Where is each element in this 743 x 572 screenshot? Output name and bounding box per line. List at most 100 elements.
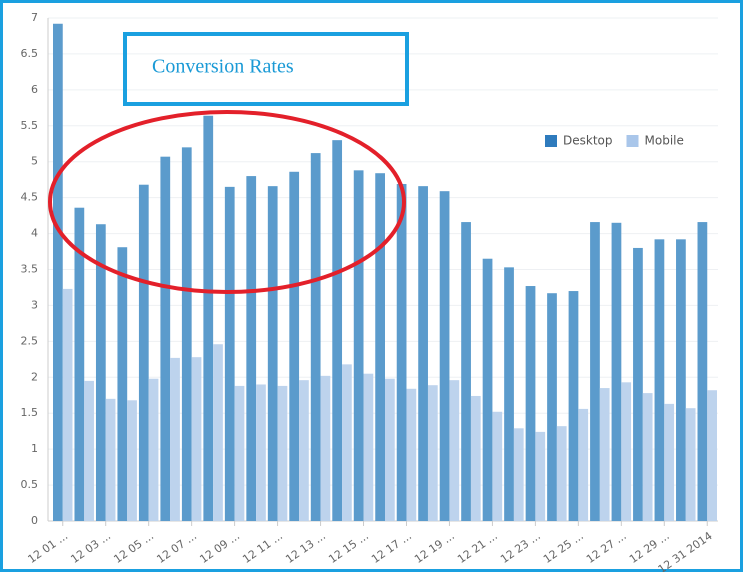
bar: [224, 186, 235, 521]
bar: [633, 247, 643, 521]
bar: [406, 388, 417, 521]
bar: [707, 390, 717, 521]
bar: [611, 222, 622, 522]
bar: [439, 191, 450, 521]
y-tick-label: 2: [31, 370, 38, 383]
bar: [396, 183, 407, 522]
y-tick-label: 7: [31, 11, 38, 24]
y-tick-label: 3: [31, 298, 38, 311]
annotation-box: [123, 32, 409, 106]
bar: [289, 171, 300, 521]
bar: [697, 222, 708, 521]
y-tick-label: 1: [31, 442, 38, 455]
legend-swatch: [545, 135, 557, 147]
x-tick-label: 12 13 ...: [283, 529, 328, 566]
x-tick-label: 12 25 ...: [541, 529, 586, 566]
bar: [74, 207, 85, 521]
bar: [578, 408, 589, 521]
bar: [418, 186, 428, 521]
bar: [342, 364, 352, 521]
x-tick-label: 12 01 ...: [25, 529, 70, 566]
x-tick-label: 12 07 ...: [154, 529, 199, 566]
x-tick-label: 12 05 ...: [111, 529, 156, 566]
annotation: Conversion Rates: [152, 56, 294, 78]
bar: [332, 140, 343, 521]
y-tick-label: 6.5: [21, 47, 39, 60]
bar: [105, 398, 116, 521]
bar: [234, 385, 245, 521]
x-tick-label: 12 11 ...: [240, 529, 285, 566]
bar: [664, 403, 675, 521]
bar: [84, 380, 94, 521]
bar: [621, 382, 632, 521]
x-tick-label: 12 03 ...: [68, 529, 113, 566]
bar: [676, 239, 686, 521]
y-tick-label: 3.5: [21, 263, 39, 276]
bar: [375, 173, 385, 521]
legend-swatch: [626, 135, 639, 147]
x-tick-label: 12 15 ...: [326, 529, 371, 566]
x-tick-label: 12 23 ...: [498, 529, 543, 566]
bar: [117, 247, 128, 521]
legend-text: Desktop: [563, 134, 613, 148]
bar: [138, 184, 149, 522]
bar: [482, 258, 493, 521]
bar: [62, 288, 73, 521]
y-tick-label: 0: [31, 514, 38, 527]
bar: [277, 385, 288, 521]
bar: [53, 23, 63, 522]
bar: [95, 224, 106, 522]
y-tick-label: 4: [31, 227, 38, 240]
legend-text: Mobile: [645, 134, 684, 148]
bar: [642, 393, 653, 521]
bar: [246, 176, 257, 522]
bar: [353, 170, 364, 521]
bar: [590, 222, 600, 521]
y-tick-label: 4.5: [21, 191, 39, 204]
y-tick-label: 2.5: [21, 334, 39, 347]
bar: [181, 147, 192, 522]
bar: [363, 373, 374, 521]
bar: [685, 408, 696, 521]
bar: [267, 186, 278, 521]
bar: [654, 239, 665, 521]
bar: [385, 378, 395, 521]
bar: [470, 395, 481, 521]
y-tick-label: 0.5: [21, 478, 39, 491]
bar: [299, 380, 309, 521]
y-tick-label: 5: [31, 155, 38, 168]
x-tick-label: 12 17 ...: [369, 529, 414, 566]
x-tick-label: 12 19 ...: [412, 529, 457, 566]
bar: [427, 385, 438, 521]
bar: [191, 357, 202, 521]
bar: [599, 388, 610, 521]
bar: [513, 428, 524, 521]
bar: [547, 293, 557, 521]
bar: [127, 400, 137, 521]
bar: [461, 222, 471, 521]
bar: [160, 156, 171, 522]
x-tick-label: 12 21 ...: [455, 529, 500, 566]
x-tick-label: 12 27 ...: [584, 529, 629, 566]
bar: [568, 291, 579, 521]
bar: [213, 344, 223, 521]
bar: [170, 357, 180, 521]
x-tick-label: 12 09 ...: [197, 529, 242, 566]
y-tick-label: 5.5: [21, 119, 39, 132]
highlight-ellipse: [48, 110, 406, 294]
bar: [556, 426, 567, 521]
bar: [504, 267, 514, 521]
bar: [525, 286, 536, 521]
bar: [256, 384, 266, 521]
bar: [320, 375, 331, 521]
bar: [449, 380, 460, 521]
y-tick-label: 6: [31, 83, 38, 96]
bar: [203, 115, 214, 522]
bar: [148, 378, 159, 521]
bar: [492, 411, 503, 521]
bar: [310, 153, 321, 521]
bar: [535, 431, 546, 521]
y-tick-label: 1.5: [21, 406, 39, 419]
